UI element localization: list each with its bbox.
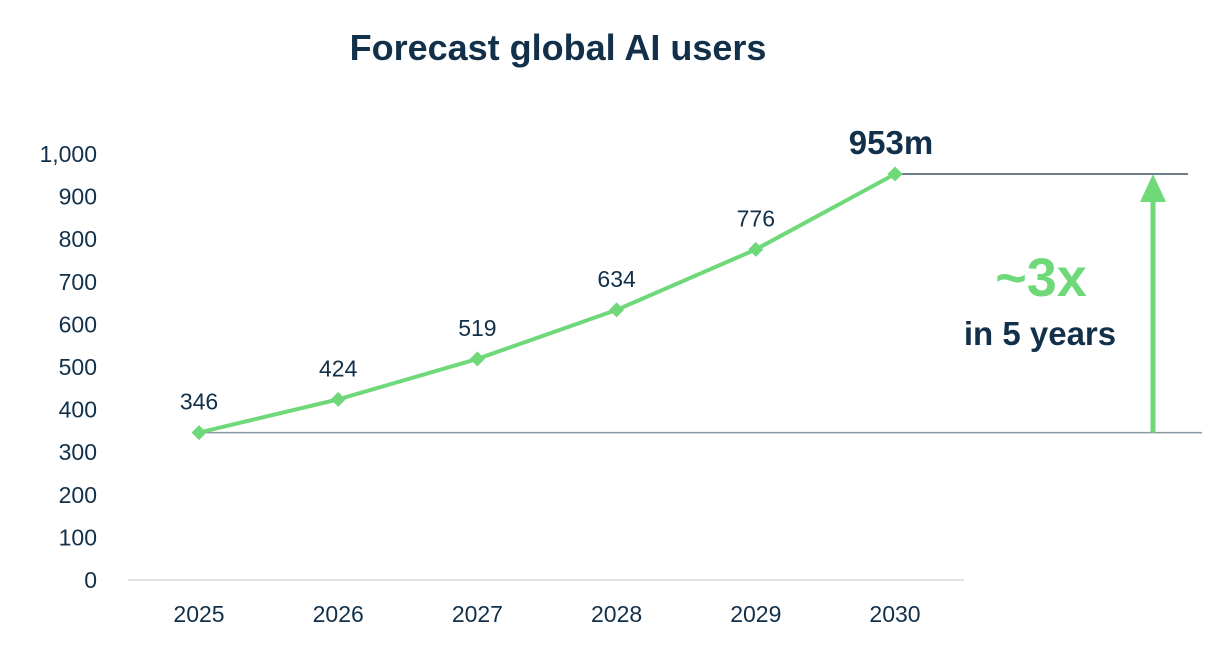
x-tick-label: 2030 (869, 601, 920, 627)
y-tick-label: 400 (59, 397, 97, 423)
x-tick-label: 2028 (591, 601, 642, 627)
y-tick-label: 1,000 (39, 141, 97, 167)
growth-period: in 5 years (964, 315, 1116, 352)
data-point-marker (469, 351, 485, 367)
x-tick-label: 2025 (173, 601, 224, 627)
y-tick-label: 700 (59, 269, 97, 295)
y-tick-label: 100 (59, 524, 97, 550)
data-label: 634 (597, 266, 636, 292)
chart-title: Forecast global AI users (350, 27, 767, 68)
y-tick-label: 0 (84, 567, 97, 593)
data-label: 346 (180, 389, 218, 415)
data-label: 776 (737, 205, 775, 231)
data-point-marker (748, 241, 764, 257)
x-tick-label: 2029 (730, 601, 781, 627)
data-label: 519 (458, 315, 496, 341)
reference-lines (199, 173, 1202, 434)
x-tick-label: 2027 (452, 601, 503, 627)
growth-arrow-head-icon (1140, 174, 1166, 203)
y-tick-label: 900 (59, 184, 97, 210)
series: 346 424 519 634 776 953m (180, 124, 933, 441)
growth-annotation: ~3x in 5 years (964, 174, 1166, 433)
y-tick-label: 800 (59, 226, 97, 252)
x-axis: 2025 2026 2027 2028 2029 2030 (128, 579, 964, 627)
y-tick-label: 500 (59, 354, 97, 380)
y-tick-label: 200 (59, 482, 97, 508)
data-point-marker (887, 166, 903, 182)
data-point-marker (609, 302, 625, 318)
data-label: 953m (849, 124, 933, 161)
y-tick-label: 300 (59, 439, 97, 465)
y-tick-label: 600 (59, 311, 97, 337)
series-line (197, 172, 897, 435)
data-point-marker (191, 425, 207, 441)
data-point-marker (330, 391, 346, 407)
growth-multiplier: ~3x (995, 248, 1087, 308)
y-axis: 0 100 200 300 400 500 600 700 800 900 1,000 (39, 141, 97, 593)
data-label: 424 (319, 355, 358, 381)
x-tick-label: 2026 (313, 601, 364, 627)
